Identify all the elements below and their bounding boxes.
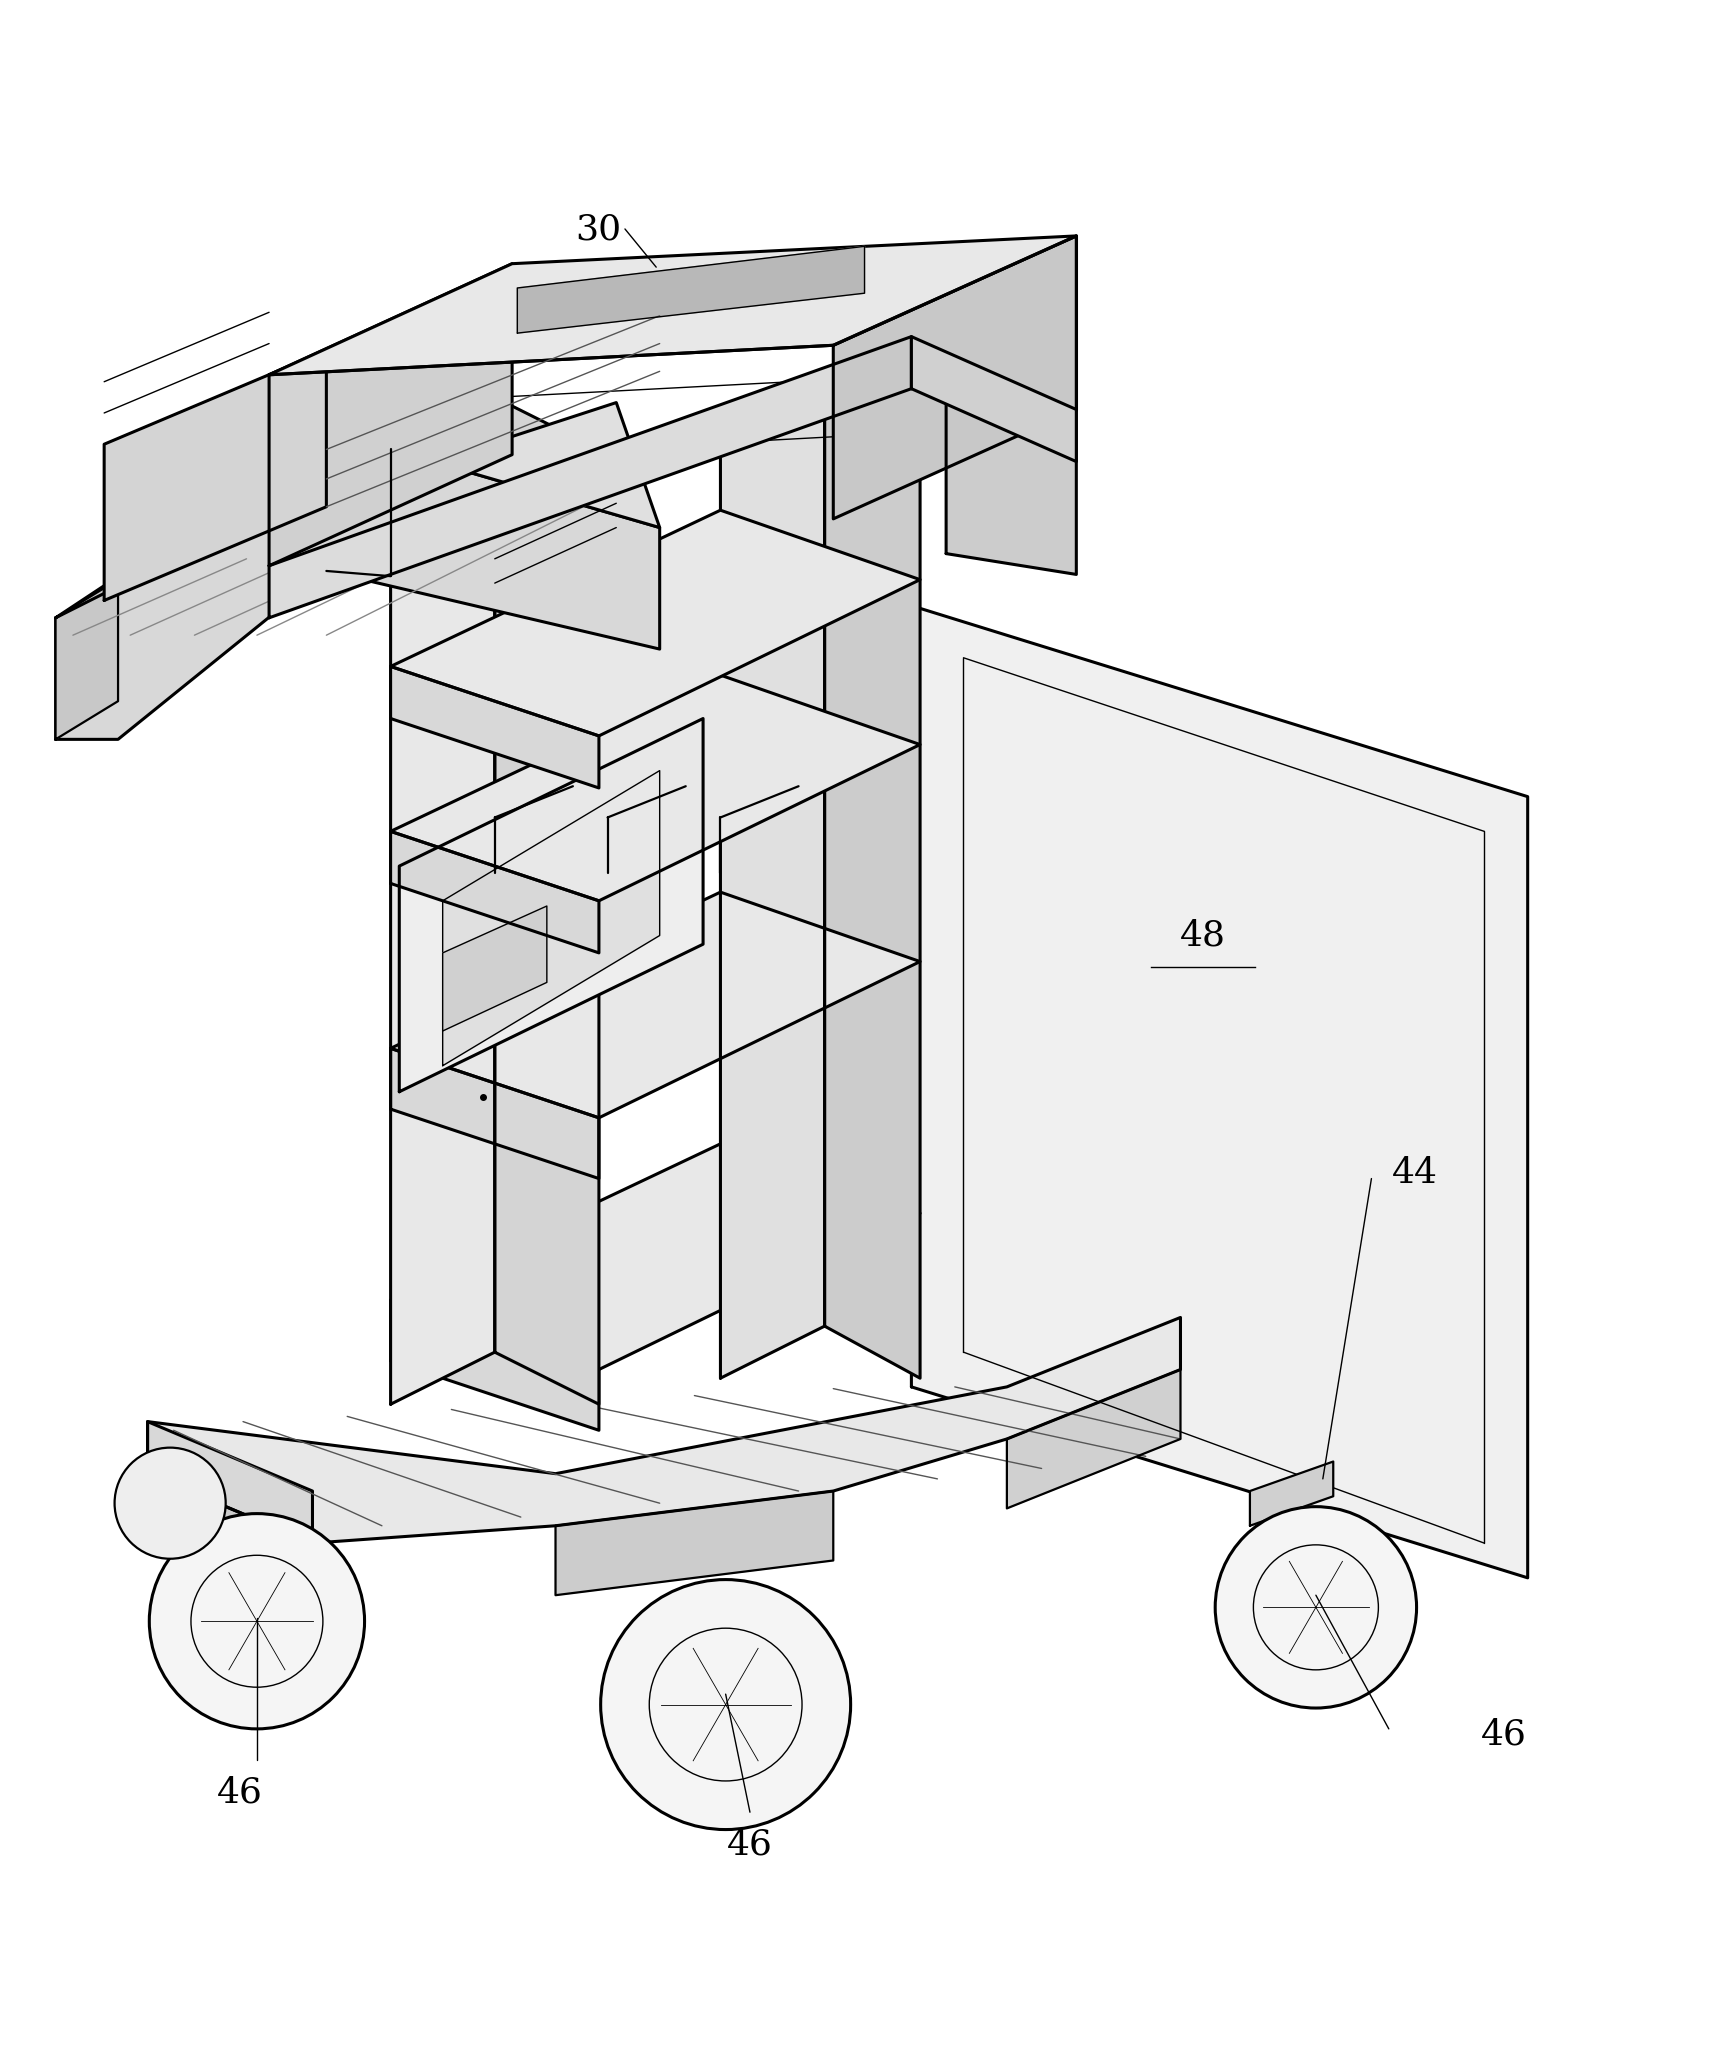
Circle shape [1215, 1507, 1417, 1707]
Polygon shape [391, 674, 920, 901]
Polygon shape [148, 1474, 312, 1612]
Text: 46: 46 [727, 1827, 773, 1862]
Circle shape [601, 1579, 851, 1829]
Polygon shape [56, 450, 660, 740]
Polygon shape [495, 398, 599, 1404]
Polygon shape [391, 1299, 599, 1431]
Polygon shape [391, 398, 495, 1404]
Circle shape [149, 1514, 365, 1728]
Polygon shape [391, 666, 599, 788]
Text: 46: 46 [1481, 1718, 1526, 1751]
Polygon shape [391, 1047, 599, 1179]
Polygon shape [833, 235, 1076, 520]
Polygon shape [269, 264, 512, 565]
Polygon shape [1007, 1369, 1180, 1509]
Polygon shape [391, 1144, 920, 1369]
Polygon shape [443, 771, 660, 1066]
Text: 44: 44 [1392, 1157, 1437, 1190]
Polygon shape [56, 579, 118, 740]
Polygon shape [391, 509, 920, 736]
Polygon shape [391, 831, 599, 953]
Polygon shape [911, 606, 1528, 1577]
Polygon shape [556, 1491, 833, 1596]
Polygon shape [399, 718, 703, 1091]
Text: 48: 48 [1180, 918, 1226, 953]
Polygon shape [517, 245, 865, 334]
Polygon shape [911, 336, 1076, 462]
Polygon shape [720, 379, 825, 1377]
Polygon shape [104, 351, 326, 600]
Polygon shape [443, 905, 547, 1031]
Polygon shape [148, 1318, 1180, 1542]
Text: 46: 46 [217, 1775, 262, 1810]
Polygon shape [825, 379, 920, 1377]
Polygon shape [946, 388, 1076, 575]
Polygon shape [56, 402, 660, 619]
Polygon shape [391, 893, 920, 1118]
Text: 30: 30 [575, 212, 621, 245]
Polygon shape [1250, 1462, 1333, 1526]
Circle shape [115, 1448, 226, 1559]
Polygon shape [148, 1421, 312, 1542]
Polygon shape [269, 336, 911, 619]
Polygon shape [269, 235, 1076, 375]
